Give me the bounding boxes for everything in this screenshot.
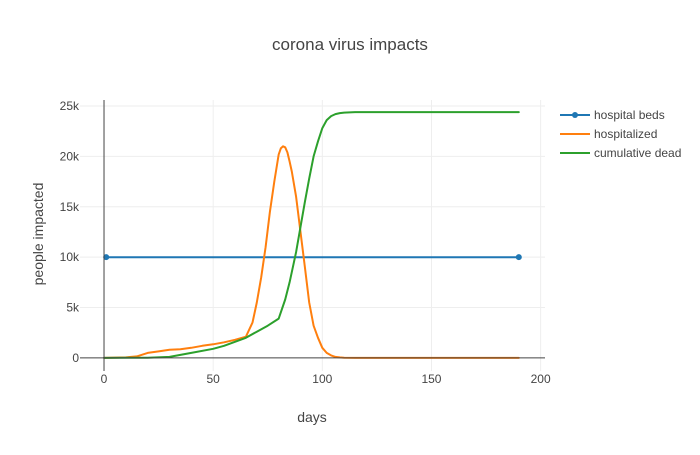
chart-title: corona virus impacts [272,35,428,54]
legend[interactable]: hospital beds hospitalized cumulative dead [560,108,681,160]
series-hospital-beds[interactable] [103,254,522,261]
x-tick-label: 150 [421,372,441,386]
x-tick-label: 50 [206,372,220,386]
plot-area [103,111,522,359]
series-line[interactable] [103,111,520,359]
x-tick-label: 200 [531,372,551,386]
legend-item[interactable]: hospitalized [560,127,657,141]
grid [80,100,545,371]
series-hospitalized[interactable] [103,145,520,359]
y-tick-label: 5k [66,301,80,315]
data-point[interactable] [515,254,522,261]
axes [80,100,545,371]
x-tick-label: 100 [312,372,332,386]
legend-item[interactable]: hospital beds [560,108,665,122]
data-point[interactable] [103,254,110,261]
legend-label: hospital beds [594,108,665,122]
tick-labels: 0 50 100 150 200 0 5k 10k 15k 20k 25k [60,99,551,386]
y-tick-label: 15k [60,200,80,214]
legend-marker [572,112,578,118]
y-tick-label: 20k [60,149,80,163]
y-tick-label: 10k [60,250,80,264]
legend-label: cumulative dead [594,146,681,160]
y-axis-title: people impacted [30,183,46,286]
x-axis-title: days [297,409,327,425]
x-tick-label: 0 [101,372,108,386]
legend-label: hospitalized [594,127,657,141]
series-cumulative-dead[interactable] [103,111,520,359]
y-tick-label: 0 [72,351,79,365]
legend-item[interactable]: cumulative dead [560,146,681,160]
series-line[interactable] [103,145,520,359]
y-tick-label: 25k [60,99,80,113]
